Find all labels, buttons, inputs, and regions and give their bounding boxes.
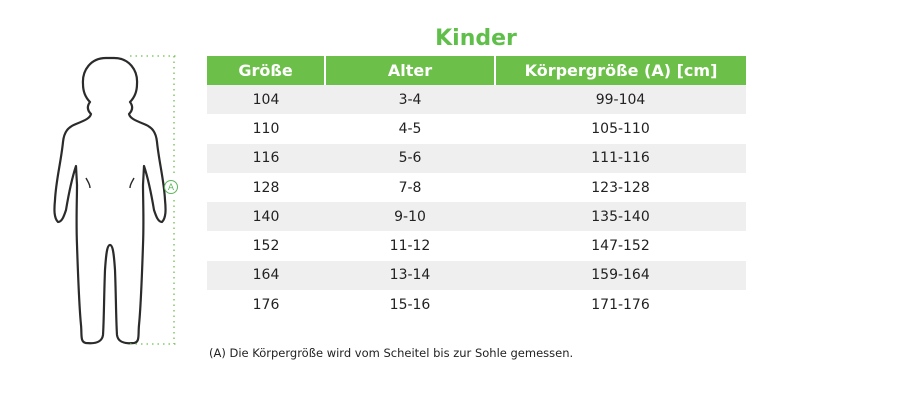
cell-height: 105-110 <box>591 120 650 137</box>
table-row: 104 3-4 99-104 <box>207 85 746 115</box>
cell-height: 159-164 <box>495 260 746 291</box>
cell-age: 9-10 <box>325 202 495 232</box>
cell-age: 15-16 <box>389 296 431 313</box>
column-header-size: Größe <box>207 56 325 85</box>
table-row: 116 5-6 111-116 <box>207 143 746 173</box>
cell-age: 5-6 <box>325 143 495 173</box>
cell-size: 104 <box>207 85 325 115</box>
cell-size: 116 <box>207 143 325 173</box>
table-row: 140 9-10 135-140 <box>207 202 746 232</box>
cell-height: 147-152 <box>591 238 650 255</box>
table-row: 176 15-16 171-176 <box>207 290 746 319</box>
child-outline-icon <box>53 55 176 345</box>
page-title: Kinder <box>435 26 517 51</box>
cell-height: 135-140 <box>495 202 746 232</box>
size-table: Größe Alter Körpergröße (A) [cm] 104 3-4… <box>207 56 746 319</box>
cell-age: 7-8 <box>398 179 422 196</box>
child-silhouette <box>46 50 186 350</box>
table-row: 128 7-8 123-128 <box>207 173 746 202</box>
measure-marker: A <box>164 180 178 194</box>
table-row: 164 13-14 159-164 <box>207 260 746 291</box>
cell-age: 11-12 <box>389 238 431 255</box>
table-row: 110 4-5 105-110 <box>207 114 746 143</box>
cell-size: 164 <box>207 260 325 291</box>
table-row: 152 11-12 147-152 <box>207 231 746 260</box>
cell-size: 128 <box>252 179 280 196</box>
cell-size: 152 <box>252 238 280 255</box>
column-header-age: Alter <box>324 56 495 85</box>
cell-size: 140 <box>207 202 325 232</box>
column-header-height: Körpergröße (A) [cm] <box>494 56 746 85</box>
cell-height: 99-104 <box>495 85 746 115</box>
cell-height: 123-128 <box>591 179 650 196</box>
footnote: (A) Die Körpergröße wird vom Scheitel bi… <box>209 346 574 360</box>
cell-size: 176 <box>252 296 280 313</box>
cell-height: 171-176 <box>591 296 650 313</box>
cell-age: 13-14 <box>325 260 495 291</box>
cell-size: 110 <box>252 120 280 137</box>
cell-age: 4-5 <box>398 120 422 137</box>
cell-age: 3-4 <box>325 85 495 115</box>
cell-height: 111-116 <box>495 143 746 173</box>
table-header-row: Größe Alter Körpergröße (A) [cm] <box>207 56 746 85</box>
